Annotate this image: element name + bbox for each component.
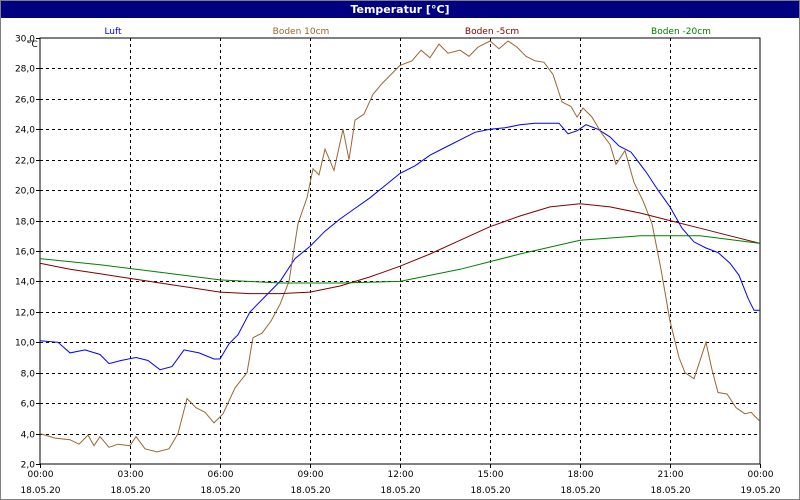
x-tick-time-label: 03:00: [118, 470, 144, 480]
y-tick-label: 4,0: [21, 431, 36, 441]
y-tick-label: 2,0: [21, 461, 36, 471]
y-tick-label: 8,0: [21, 370, 36, 380]
legend-entry-1: Boden 10cm: [273, 27, 330, 37]
series-line-3: [39, 235, 761, 284]
y-tick-label: 16,0: [15, 248, 35, 258]
x-tick-date-label: 18.05.20: [20, 486, 60, 496]
x-tick-time-label: 00:00: [748, 470, 774, 480]
x-tick-date-label: 18.05.20: [380, 486, 420, 496]
x-tick-date-label: 18.05.20: [650, 486, 690, 496]
legend-entry-3: Boden -20cm: [651, 27, 711, 37]
x-tick-date-label: 18.05.20: [110, 486, 150, 496]
x-tick-date-label: 18.05.20: [470, 486, 510, 496]
x-tick-date-label: 18.05.20: [560, 486, 600, 496]
y-tick-label: 6,0: [21, 400, 36, 410]
y-tick-label: 26,0: [15, 96, 35, 106]
x-tick-date-label: 19.05.20: [740, 486, 780, 496]
y-tick-label: 24,0: [15, 126, 35, 136]
y-tick-label: 12,0: [15, 309, 35, 319]
x-tick-date-label: 18.05.20: [200, 486, 240, 496]
x-tick-time-label: 00:00: [28, 470, 54, 480]
series-line-0: [39, 122, 760, 371]
x-tick-time-label: 18:00: [568, 470, 594, 480]
y-tick-label: 30,0: [15, 35, 35, 45]
legend-entry-0: Luft: [104, 27, 122, 37]
x-tick-time-label: 15:00: [478, 470, 504, 480]
y-tick-label: 28,0: [15, 65, 35, 75]
x-tick-time-label: 12:00: [388, 470, 414, 480]
y-axis-unit-label: °C: [27, 40, 38, 50]
y-tick-label: 14,0: [15, 278, 35, 288]
y-tick-label: 20,0: [15, 187, 35, 197]
y-tick-label: 22,0: [15, 157, 35, 167]
x-tick-date-label: 18.05.20: [290, 486, 330, 496]
x-tick-time-label: 21:00: [658, 470, 684, 480]
chart-title: Temperatur [°C]: [1, 1, 799, 18]
x-tick-time-label: 06:00: [208, 470, 234, 480]
series-line-1: [39, 40, 761, 453]
y-tick-label: 10,0: [15, 339, 35, 349]
legend-entry-2: Boden -5cm: [465, 27, 519, 37]
x-tick-time-label: 09:00: [298, 470, 324, 480]
y-tick-label: 18,0: [15, 218, 35, 228]
series-line-2: [39, 203, 761, 295]
